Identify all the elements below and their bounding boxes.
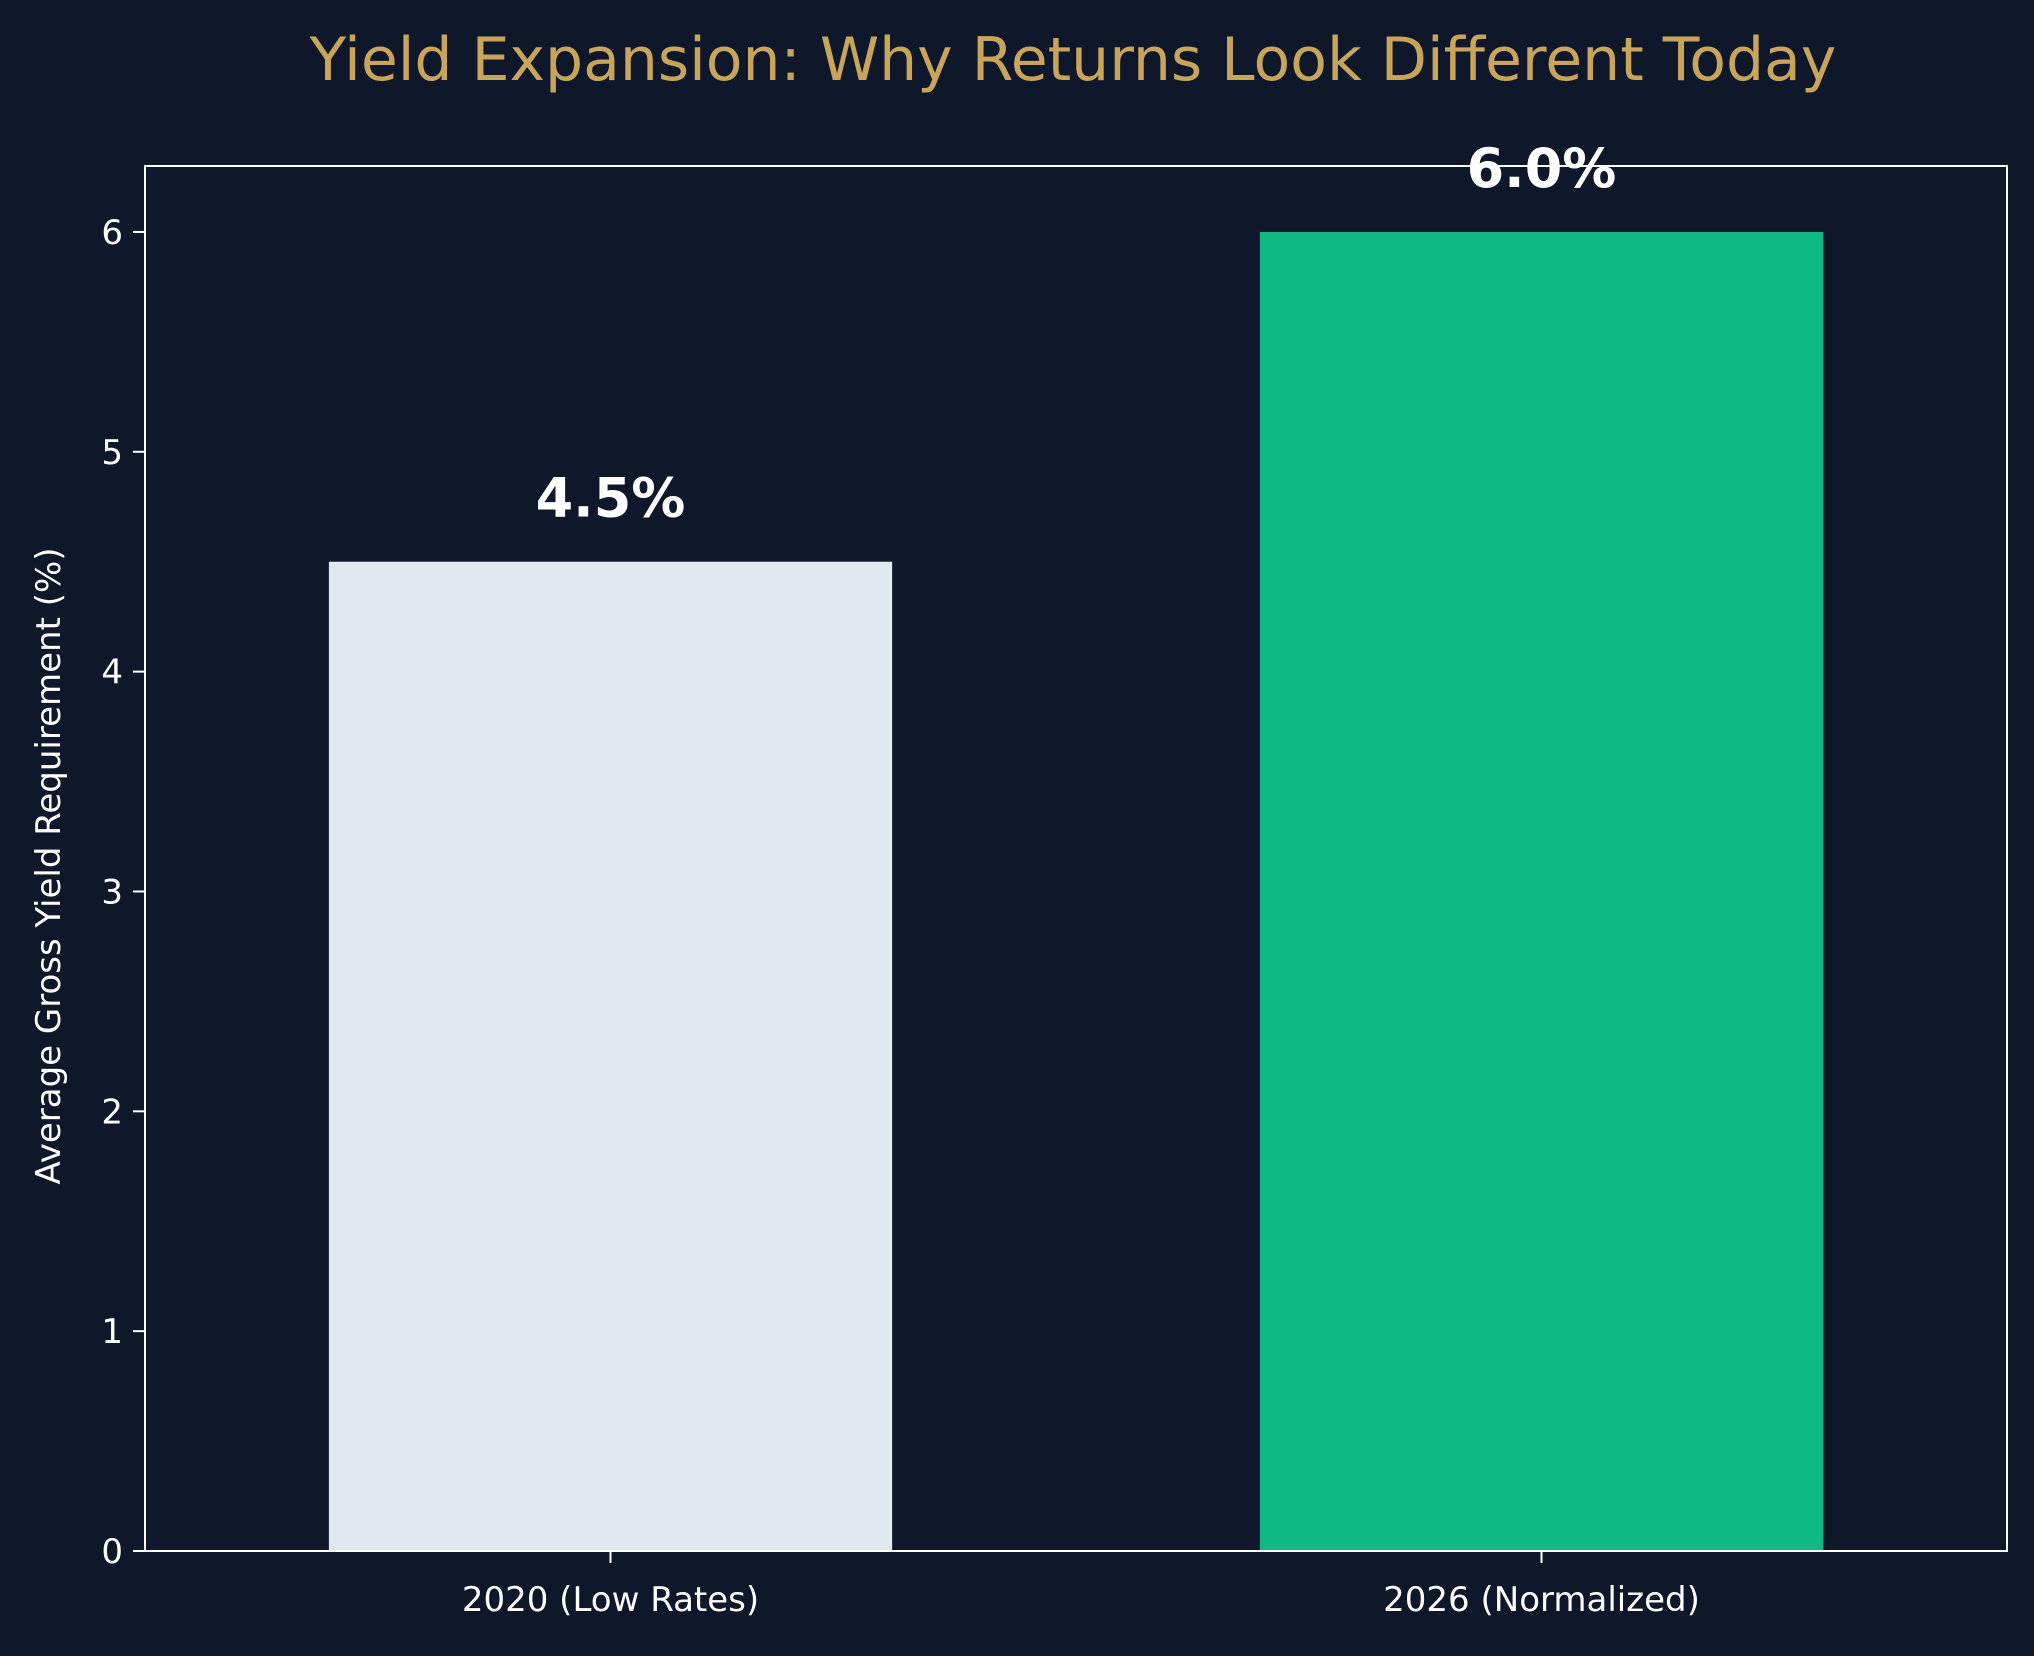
bars-layer <box>328 231 1824 1551</box>
x-tick-label-1: 2026 (Normalized) <box>1383 1580 1700 1620</box>
y-tick-label-2: 2 <box>101 1092 123 1132</box>
y-tick-label-4: 4 <box>101 653 123 693</box>
y-tick-label-0: 0 <box>101 1532 123 1572</box>
data-labels-layer: 4.5% 6.0% <box>536 137 1617 530</box>
y-axis-label: Average Gross Yield Requirement (%) <box>29 547 69 1184</box>
data-label-0: 4.5% <box>536 467 686 530</box>
y-tick-label-6: 6 <box>101 213 123 253</box>
data-label-1: 6.0% <box>1467 137 1617 200</box>
y-tick-label-5: 5 <box>101 433 123 473</box>
x-axis-ticks: 2020 (Low Rates) 2026 (Normalized) <box>462 1551 1700 1620</box>
y-axis-ticks: 0 1 2 3 4 5 6 <box>101 213 145 1572</box>
chart-title: Yield Expansion: Why Returns Look Differ… <box>309 25 1837 95</box>
y-tick-label-1: 1 <box>101 1312 123 1352</box>
x-tick-label-0: 2020 (Low Rates) <box>462 1580 759 1620</box>
y-tick-label-3: 3 <box>101 872 123 912</box>
bar-0 <box>328 561 893 1551</box>
plot-area-frame <box>144 165 2008 1552</box>
bar-1 <box>1259 231 1824 1551</box>
